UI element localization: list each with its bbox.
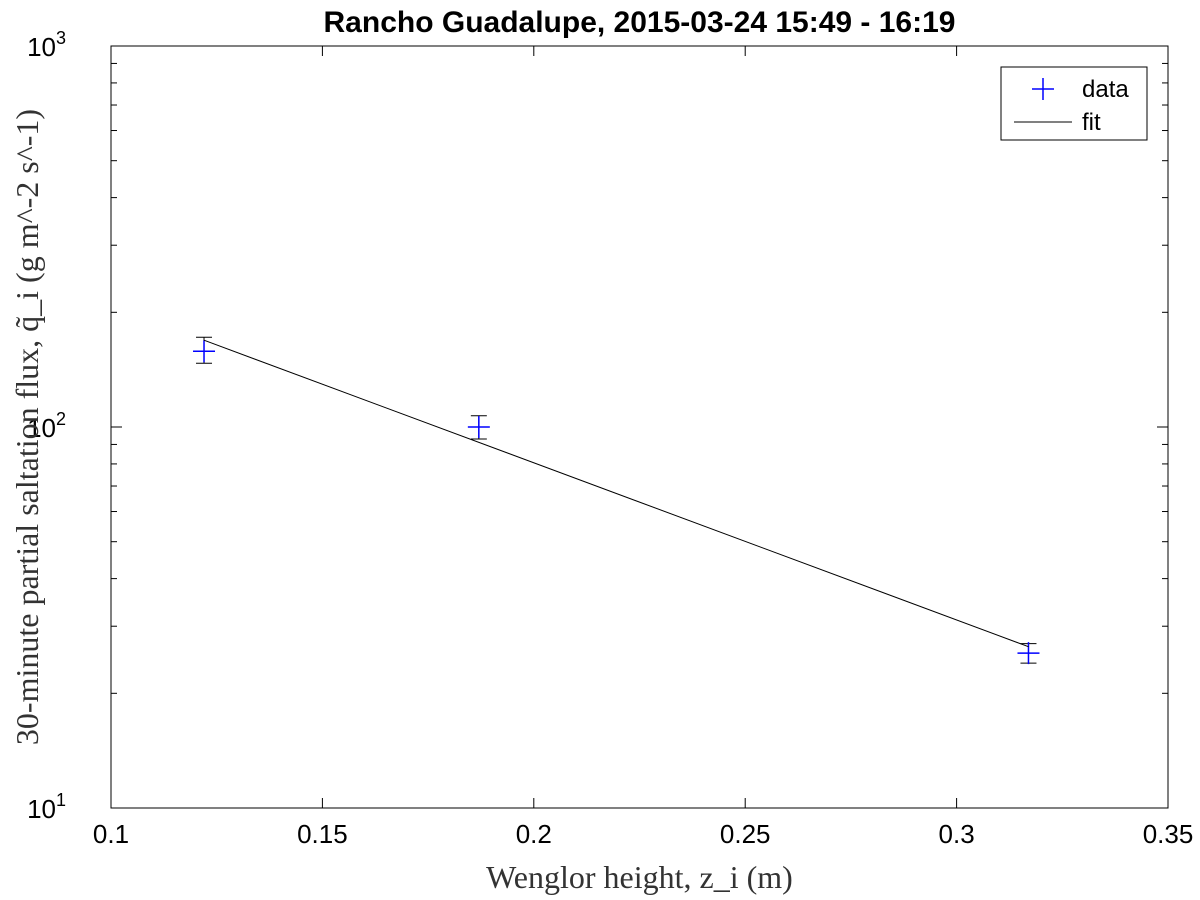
x-tick-label: 0.25 <box>720 819 771 849</box>
plot-area-frame <box>110 45 1169 809</box>
y-tick-base: 10 <box>27 794 56 824</box>
y-tick-label: 103 <box>27 28 66 62</box>
y-tick-exponent: 3 <box>56 28 66 48</box>
y-axis-label: 30-minute partial saltation flux, q̃_i (… <box>9 109 45 745</box>
legend-label-data: data <box>1082 76 1129 103</box>
y-tick-base: 10 <box>27 413 56 443</box>
x-tick-label: 0.15 <box>297 819 348 849</box>
y-tick-base: 10 <box>27 32 56 62</box>
y-tick-label: 101 <box>27 790 66 824</box>
y-tick-label: 102 <box>27 409 66 443</box>
legend: data fit <box>1000 66 1148 141</box>
data-point <box>1017 642 1040 665</box>
fit-line <box>203 339 1029 648</box>
x-tick-label: 0.2 <box>516 819 552 849</box>
x-tick-label: 0.35 <box>1143 819 1194 849</box>
data-point <box>193 336 216 364</box>
legend-label-fit: fit <box>1082 109 1101 136</box>
x-tick-label: 0.3 <box>939 819 975 849</box>
chart-title: Rancho Guadalupe, 2015-03-24 15:49 - 16:… <box>324 6 956 39</box>
y-tick-exponent: 1 <box>56 790 66 810</box>
x-tick-label: 0.1 <box>93 819 129 849</box>
y-tick-exponent: 2 <box>56 409 66 429</box>
legend-box <box>1000 66 1148 141</box>
x-axis-label: Wenglor height, z_i (m) <box>486 859 793 895</box>
data-point <box>467 415 490 440</box>
